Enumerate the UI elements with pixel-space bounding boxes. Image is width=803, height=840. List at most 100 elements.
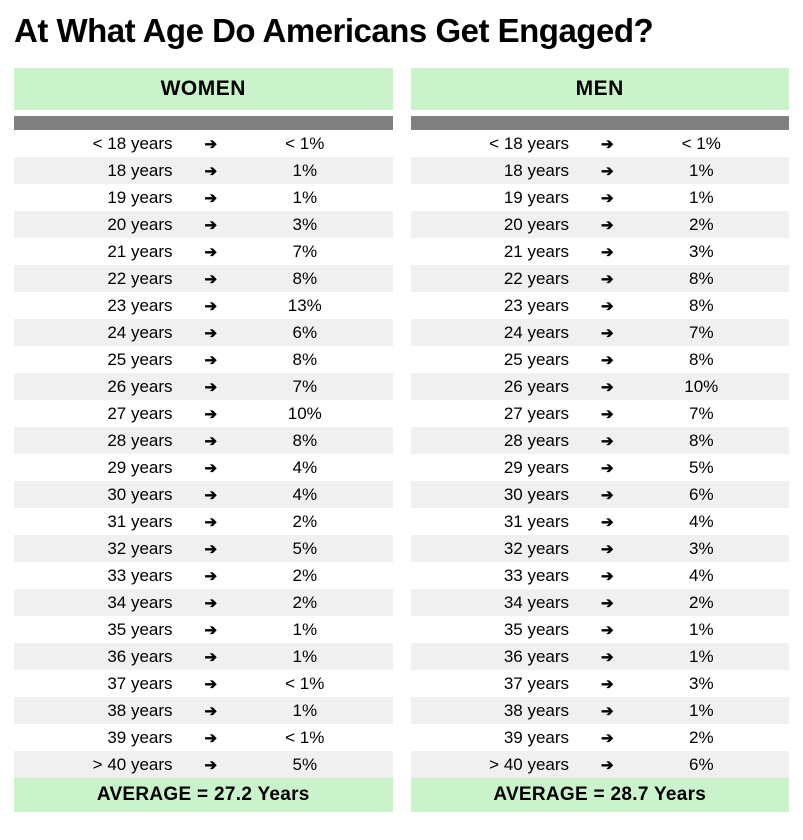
age-cell: 23 years	[14, 296, 181, 316]
table-men: MEN < 18 years➔< 1%18 years➔1%19 years➔1…	[411, 68, 790, 812]
table-row: 26 years➔7%	[14, 373, 393, 400]
arrow-icon: ➔	[577, 405, 638, 423]
arrow-icon: ➔	[181, 297, 242, 315]
arrow-icon: ➔	[577, 270, 638, 288]
age-cell: 18 years	[14, 161, 181, 181]
table-row: 31 years➔2%	[14, 508, 393, 535]
table-row: 38 years➔1%	[411, 697, 790, 724]
table-row: 22 years➔8%	[14, 265, 393, 292]
table-row: > 40 years➔6%	[411, 751, 790, 778]
table-row: 32 years➔5%	[14, 535, 393, 562]
arrow-icon: ➔	[577, 135, 638, 153]
arrow-icon: ➔	[577, 621, 638, 639]
age-cell: 32 years	[411, 539, 578, 559]
age-cell: < 18 years	[411, 134, 578, 154]
table-rows-women: < 18 years➔< 1%18 years➔1%19 years➔1%20 …	[14, 130, 393, 778]
table-row: 29 years➔4%	[14, 454, 393, 481]
percent-cell: 7%	[241, 242, 392, 262]
table-row: 35 years➔1%	[14, 616, 393, 643]
divider-bar	[14, 116, 393, 130]
table-row: 22 years➔8%	[411, 265, 790, 292]
arrow-icon: ➔	[181, 135, 242, 153]
table-row: 35 years➔1%	[411, 616, 790, 643]
arrow-icon: ➔	[577, 297, 638, 315]
arrow-icon: ➔	[181, 162, 242, 180]
age-cell: 36 years	[14, 647, 181, 667]
percent-cell: 6%	[638, 485, 789, 505]
age-cell: 26 years	[14, 377, 181, 397]
column-header-men: MEN	[411, 68, 790, 110]
percent-cell: 4%	[241, 458, 392, 478]
percent-cell: 8%	[241, 269, 392, 289]
percent-cell: 1%	[638, 701, 789, 721]
percent-cell: < 1%	[241, 728, 392, 748]
page-title: At What Age Do Americans Get Engaged?	[14, 12, 789, 50]
age-cell: 27 years	[411, 404, 578, 424]
age-cell: > 40 years	[411, 755, 578, 775]
percent-cell: 7%	[241, 377, 392, 397]
arrow-icon: ➔	[577, 351, 638, 369]
percent-cell: 1%	[638, 161, 789, 181]
table-row: 37 years➔< 1%	[14, 670, 393, 697]
age-cell: 38 years	[14, 701, 181, 721]
table-row: 30 years➔4%	[14, 481, 393, 508]
table-row: 19 years➔1%	[411, 184, 790, 211]
table-row: 34 years➔2%	[14, 589, 393, 616]
divider-bar	[411, 116, 790, 130]
percent-cell: < 1%	[638, 134, 789, 154]
age-cell: 20 years	[411, 215, 578, 235]
table-row: 23 years➔8%	[411, 292, 790, 319]
table-women: WOMEN < 18 years➔< 1%18 years➔1%19 years…	[14, 68, 393, 812]
percent-cell: 2%	[241, 566, 392, 586]
arrow-icon: ➔	[577, 459, 638, 477]
age-cell: 30 years	[411, 485, 578, 505]
table-row: < 18 years➔< 1%	[411, 130, 790, 157]
table-row: 23 years➔13%	[14, 292, 393, 319]
age-cell: 28 years	[411, 431, 578, 451]
percent-cell: 5%	[241, 539, 392, 559]
percent-cell: 10%	[241, 404, 392, 424]
table-row: 25 years➔8%	[411, 346, 790, 373]
arrow-icon: ➔	[577, 675, 638, 693]
age-cell: 29 years	[411, 458, 578, 478]
table-row: 38 years➔1%	[14, 697, 393, 724]
age-cell: 19 years	[14, 188, 181, 208]
percent-cell: 1%	[638, 647, 789, 667]
table-row: < 18 years➔< 1%	[14, 130, 393, 157]
percent-cell: 4%	[638, 512, 789, 532]
arrow-icon: ➔	[181, 405, 242, 423]
age-cell: < 18 years	[14, 134, 181, 154]
age-cell: 20 years	[14, 215, 181, 235]
arrow-icon: ➔	[577, 216, 638, 234]
table-row: 25 years➔8%	[14, 346, 393, 373]
table-row: 32 years➔3%	[411, 535, 790, 562]
average-men: AVERAGE = 28.7 Years	[411, 778, 790, 812]
table-row: 20 years➔2%	[411, 211, 790, 238]
arrow-icon: ➔	[181, 486, 242, 504]
percent-cell: 3%	[638, 674, 789, 694]
arrow-icon: ➔	[181, 756, 242, 774]
age-cell: 33 years	[14, 566, 181, 586]
arrow-icon: ➔	[181, 243, 242, 261]
percent-cell: 4%	[638, 566, 789, 586]
arrow-icon: ➔	[577, 756, 638, 774]
age-cell: 33 years	[411, 566, 578, 586]
arrow-icon: ➔	[181, 189, 242, 207]
arrow-icon: ➔	[181, 729, 242, 747]
percent-cell: 2%	[241, 593, 392, 613]
table-row: 27 years➔10%	[14, 400, 393, 427]
percent-cell: 2%	[638, 593, 789, 613]
percent-cell: 2%	[638, 215, 789, 235]
age-cell: 28 years	[14, 431, 181, 451]
arrow-icon: ➔	[181, 675, 242, 693]
percent-cell: 7%	[638, 404, 789, 424]
percent-cell: 2%	[241, 512, 392, 532]
arrow-icon: ➔	[181, 378, 242, 396]
age-cell: 22 years	[14, 269, 181, 289]
age-cell: 31 years	[14, 512, 181, 532]
percent-cell: 1%	[241, 647, 392, 667]
age-cell: 39 years	[411, 728, 578, 748]
table-row: 39 years➔< 1%	[14, 724, 393, 751]
age-cell: 22 years	[411, 269, 578, 289]
arrow-icon: ➔	[181, 513, 242, 531]
